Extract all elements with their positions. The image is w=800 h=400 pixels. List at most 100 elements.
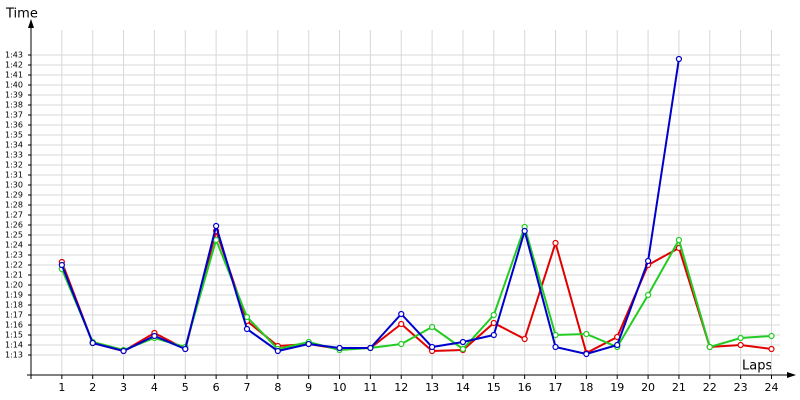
data-point — [182, 345, 189, 353]
data-point — [428, 323, 436, 331]
y-tick-label: 1:41 — [5, 71, 23, 80]
y-tick-label: 1:16 — [5, 321, 23, 330]
data-point — [737, 334, 744, 342]
data-point — [367, 344, 374, 352]
x-tick-label: 10 — [333, 381, 347, 394]
data-point — [151, 332, 158, 340]
data-point — [675, 236, 683, 244]
y-tick-label: 1:13 — [5, 351, 23, 360]
y-tick-label: 1:22 — [5, 261, 23, 270]
x-tick-label: 11 — [363, 381, 377, 394]
y-axis-arrow — [28, 19, 34, 28]
x-tick-label: 23 — [734, 381, 748, 394]
data-point — [583, 330, 590, 338]
data-point — [398, 310, 405, 318]
y-axis-label: Time — [5, 7, 38, 22]
data-point — [120, 347, 127, 355]
y-tick-label: 1:29 — [5, 191, 23, 200]
y-tick-label: 1:32 — [5, 161, 23, 170]
x-tick-label: 8 — [274, 381, 281, 394]
data-point — [398, 340, 405, 348]
data-point — [243, 313, 251, 321]
data-point — [490, 331, 497, 339]
data-point — [213, 222, 220, 230]
data-point — [213, 236, 220, 244]
x-axis-label: Laps — [742, 359, 772, 374]
y-tick-label: 1:38 — [5, 101, 23, 110]
y-tick-label: 1:26 — [5, 221, 23, 230]
series-line — [60, 223, 772, 352]
y-tick-label: 1:30 — [5, 181, 23, 190]
data-point — [305, 340, 312, 348]
y-tick-label: 1:28 — [5, 201, 23, 210]
data-point — [768, 345, 775, 353]
y-tick-label: 1:42 — [5, 61, 23, 70]
x-tick-label: 13 — [425, 381, 439, 394]
x-axis-arrow — [787, 372, 796, 378]
x-tick-label: 7 — [243, 381, 250, 394]
x-tick-label: 4 — [151, 381, 158, 394]
x-tick-label: 6 — [213, 381, 220, 394]
y-tick-label: 1:31 — [5, 171, 23, 180]
data-point — [737, 341, 744, 349]
y-tick-label: 1:39 — [5, 91, 23, 100]
x-tick-label: 9 — [305, 381, 312, 394]
data-point — [644, 291, 652, 299]
data-point — [644, 257, 652, 265]
x-tick-label: 12 — [394, 381, 408, 394]
y-tick-label: 1:21 — [5, 271, 23, 280]
x-tick-label: 2 — [89, 381, 96, 394]
x-tick-label: 22 — [703, 381, 717, 394]
y-tick-label: 1:24 — [5, 241, 23, 250]
y-tick-label: 1:36 — [5, 121, 23, 130]
x-tick-label: 21 — [672, 381, 686, 394]
data-point — [428, 343, 436, 351]
data-point — [768, 332, 775, 340]
data-point — [552, 343, 559, 351]
y-tick-label: 1:18 — [5, 301, 23, 310]
y-tick-label: 1:35 — [5, 131, 23, 140]
x-tick-label: 24 — [764, 381, 778, 394]
x-tick-label: 5 — [182, 381, 189, 394]
y-tick-label: 1:14 — [5, 341, 23, 350]
data-point — [521, 335, 528, 343]
data-point — [398, 320, 405, 328]
data-point — [490, 319, 497, 327]
data-point — [552, 239, 559, 247]
data-point — [459, 338, 467, 346]
x-tick-label: 15 — [487, 381, 501, 394]
x-tick-label: 18 — [579, 381, 593, 394]
data-point — [243, 325, 251, 333]
y-tick-label: 1:15 — [5, 331, 23, 340]
data-point — [490, 311, 497, 319]
x-tick-label: 16 — [518, 381, 532, 394]
y-tick-label: 1:34 — [5, 141, 23, 150]
y-tick-label: 1:27 — [5, 211, 23, 220]
y-tick-label: 1:20 — [5, 281, 23, 290]
data-point — [706, 343, 713, 351]
data-point — [583, 350, 590, 358]
data-point — [521, 227, 528, 235]
y-tick-label: 1:43 — [5, 51, 23, 60]
data-point — [58, 261, 65, 269]
x-tick-label: 17 — [549, 381, 563, 394]
x-tick-label: 3 — [120, 381, 127, 394]
x-tick-label: 1 — [58, 381, 65, 394]
data-point — [89, 339, 96, 347]
y-tick-label: 1:33 — [5, 151, 23, 160]
x-tick-label: 14 — [456, 381, 470, 394]
y-tick-label: 1:25 — [5, 231, 23, 240]
y-tick-label: 1:40 — [5, 81, 23, 90]
y-tick-label: 1:19 — [5, 291, 23, 300]
y-tick-label: 1:23 — [5, 251, 23, 260]
data-point — [459, 345, 467, 353]
data-point — [614, 341, 621, 349]
x-tick-label: 19 — [610, 381, 624, 394]
y-tick-label: 1:17 — [5, 311, 23, 320]
x-tick-label: 20 — [641, 381, 655, 394]
data-point — [274, 347, 281, 355]
y-tick-label: 1:37 — [5, 111, 23, 120]
data-point — [675, 55, 683, 63]
